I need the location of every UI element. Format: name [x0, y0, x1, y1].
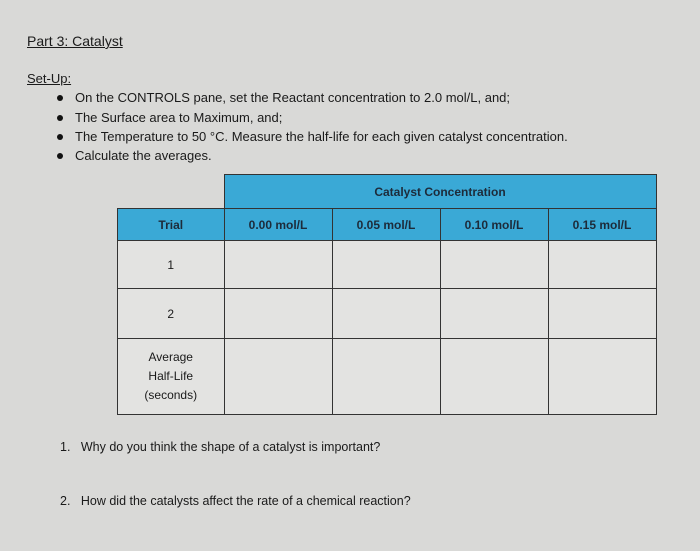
bullet-text: The Surface area to Maximum, and; [75, 110, 283, 125]
bullet-icon [57, 95, 63, 101]
average-label-line: (seconds) [144, 388, 198, 402]
trial-label: 2 [117, 288, 225, 339]
average-label-line: Average [148, 350, 193, 364]
bullet-text: On the CONTROLS pane, set the Reactant c… [75, 90, 511, 105]
data-cell[interactable] [439, 288, 549, 339]
bullet-icon [57, 115, 63, 121]
data-cell[interactable] [547, 288, 657, 339]
data-cell[interactable] [223, 338, 333, 415]
data-cell[interactable] [439, 338, 549, 415]
average-label-line: Half-Life [148, 369, 194, 383]
table-row: Average Half-Life (seconds) [117, 338, 657, 415]
page-title: Part 3: Catalyst [27, 33, 123, 49]
bullet-text: The Temperature to 50 °C. Measure the ha… [75, 129, 568, 144]
trial-label: 1 [117, 240, 225, 289]
data-table: Catalyst Concentration Trial 0.00 mol/L … [117, 174, 657, 415]
bullet-text: Calculate the averages. [75, 148, 212, 163]
data-cell[interactable] [439, 240, 549, 289]
group-header: Catalyst Concentration [223, 174, 657, 209]
question-1: 1. Why do you think the shape of a catal… [60, 440, 380, 454]
column-header: 0.10 mol/L [439, 208, 549, 241]
column-header: 0.00 mol/L [223, 208, 333, 241]
question-text: How did the catalysts affect the rate of… [80, 494, 411, 508]
data-cell[interactable] [331, 240, 441, 289]
average-label: Average Half-Life (seconds) [117, 338, 225, 415]
setup-heading: Set-Up: [27, 71, 72, 86]
question-number: 1. [60, 440, 71, 454]
question-2: 2. How did the catalysts affect the rate… [60, 494, 411, 508]
column-header: 0.15 mol/L [547, 208, 657, 241]
bullet-icon [57, 153, 63, 159]
table-row: 2 [117, 288, 657, 339]
row-header: Trial [117, 208, 225, 241]
data-cell[interactable] [331, 288, 441, 339]
data-cell[interactable] [547, 338, 657, 415]
column-header: 0.05 mol/L [331, 208, 441, 241]
question-text: Why do you think the shape of a catalyst… [80, 440, 381, 454]
data-cell[interactable] [547, 240, 657, 289]
table-row: 1 [117, 240, 657, 289]
data-cell[interactable] [223, 240, 333, 289]
question-number: 2. [60, 494, 71, 508]
data-cell[interactable] [331, 338, 441, 415]
bullet-icon [57, 134, 63, 140]
data-cell[interactable] [223, 288, 333, 339]
